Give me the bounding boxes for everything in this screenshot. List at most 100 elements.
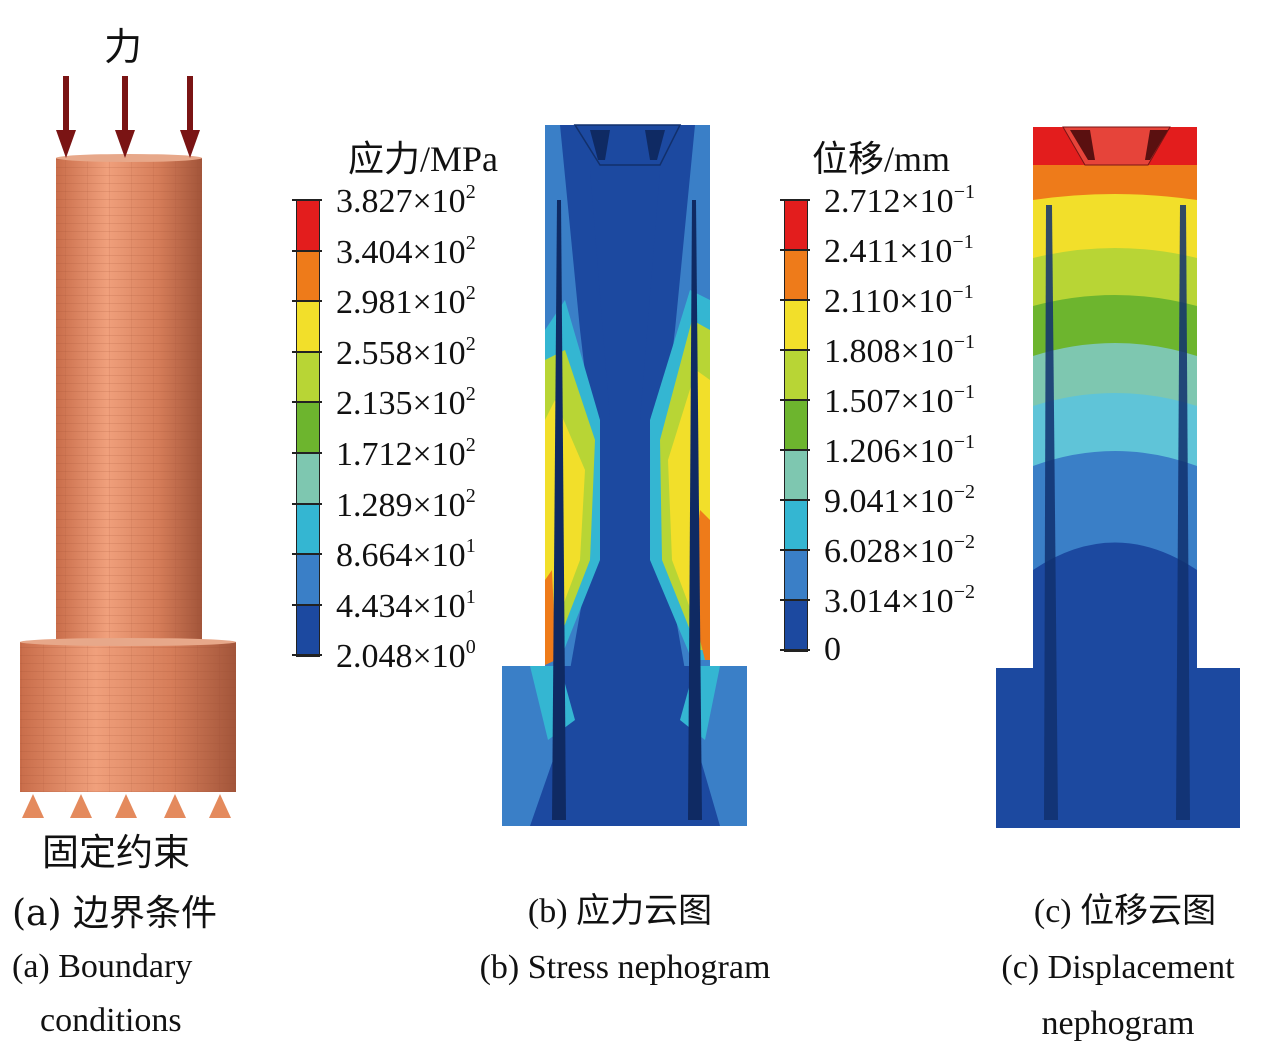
displacement-nephogram [996,126,1240,828]
displacement-legend-tick [780,299,810,301]
caption-b-en: (b) Stress nephogram [479,949,771,986]
displacement-legend-label: 3.014×10−2 [824,581,975,621]
displacement-legend-label-exponent: −1 [952,281,974,303]
displacement-legend-tick [780,549,810,551]
stress-legend-label: 2.981×102 [336,282,476,322]
stress-legend-tick [292,350,322,353]
caption-a-cn: (a) 边界条件 [12,893,217,934]
stress-legend-label-exponent: 1 [465,535,476,558]
stress-legend-label-exponent: 2 [465,383,476,406]
caption-c-cn: (c) 位移云图 [1033,893,1217,930]
stress-legend-label-exponent: 2 [465,332,476,355]
stress-legend-label-mantissa: 3.827×10 [336,183,466,220]
caption-b-cn: (b) 应力云图 [527,893,713,930]
stress-legend-tick [292,654,322,657]
stress-legend-label: 1.712×102 [336,434,476,474]
stress-legend-tick [292,249,322,252]
displacement-legend-label: 6.028×10−2 [824,531,975,571]
displacement-legend-label: 1.507×10−1 [824,381,975,421]
constraint-label: 固定约束 [42,831,190,874]
displacement-legend-label-exponent: −2 [953,481,975,503]
displacement-legend-label-mantissa: 9.041×10 [824,483,954,520]
displacement-legend-tick [780,499,810,501]
stress-legend-label: 3.827×102 [336,181,476,221]
stress-legend-tick [292,401,322,404]
stress-legend-label-exponent: 2 [465,484,476,507]
stress-legend-label-exponent: 0 [465,636,476,659]
displacement-legend-label: 0 [824,631,841,669]
boundary-conditions-model [20,76,236,818]
caption-c-en-2: nephogram [1041,1005,1195,1042]
stress-legend-label-exponent: 2 [465,282,476,305]
stress-legend-tick [292,300,322,303]
displacement-legend-label-mantissa: 1.507×10 [824,383,954,420]
stress-legend-label-mantissa: 2.048×10 [336,638,466,676]
displacement-legend-label-mantissa: 0 [824,631,841,668]
stress-legend-label-mantissa: 1.289×10 [336,486,466,524]
stress-legend-label-mantissa: 2.135×10 [336,385,466,423]
displacement-legend-label: 9.041×10−2 [824,481,975,521]
stress-legend-tick [292,502,322,505]
force-label: 力 [104,25,143,69]
displacement-legend-label: 2.411×10−1 [824,231,974,271]
force-arrows [56,76,200,158]
stress-legend-label: 3.404×102 [336,232,476,272]
displacement-legend-label-exponent: −1 [952,231,974,253]
caption-a-en-1: (a) Boundary [12,948,193,985]
stress-legend-tick [292,452,322,454]
displacement-legend-label-mantissa: 2.712×10 [824,183,954,220]
stress-legend-label-mantissa: 3.404×10 [336,233,466,271]
displacement-legend-tick [780,399,810,401]
stress-legend-label: 1.289×102 [336,485,476,525]
stress-legend-label: 4.434×101 [336,586,476,626]
stress-legend-label-mantissa: 2.558×10 [336,334,466,372]
stress-legend-label-mantissa: 1.712×10 [336,436,466,473]
constraint-triangles [22,794,231,818]
displacement-legend-label-exponent: −1 [953,331,975,353]
stress-legend-label-mantissa: 8.664×10 [336,537,466,575]
displacement-legend-tick [780,199,810,201]
displacement-legend-tick [780,249,810,251]
displacement-legend-label: 2.110×10−1 [824,281,974,321]
stress-legend-label-exponent: 1 [465,585,476,608]
displacement-legend-label-mantissa: 1.808×10 [824,333,954,370]
stress-legend-label-mantissa: 2.981×10 [336,284,466,322]
stress-legend-title: 应力/MPa [348,139,499,179]
stress-legend-label-exponent: 2 [465,231,476,254]
stress-legend-label-mantissa: 4.434×10 [336,587,466,625]
displacement-color-bar [784,200,808,652]
displacement-legend-title: 位移/mm [812,139,951,179]
displacement-legend-label-exponent: −1 [953,181,975,203]
displacement-legend-label: 1.206×10−1 [824,431,975,471]
displacement-legend-label-exponent: −2 [953,531,975,553]
displacement-legend-label-mantissa: 2.110×10 [824,283,953,320]
displacement-legend-label-exponent: −2 [953,581,975,603]
stress-legend-tick [292,603,322,606]
displacement-legend-label: 2.712×10−1 [824,181,975,221]
caption-c-en-1: (c) Displacement [1001,949,1235,986]
displacement-legend: 2.712×10−1 2.411×10−1 2.110×10−1 1.808×10−1… [780,181,1024,668]
displacement-legend-label-exponent: −1 [953,431,975,453]
stress-legend-tick [292,199,322,201]
displacement-legend-tick [780,349,810,351]
stress-legend-label: 2.558×102 [336,333,476,373]
stress-color-bar [296,200,320,657]
stress-nephogram [502,124,747,826]
stress-legend-label: 2.048×100 [336,636,476,676]
stress-legend-label-exponent: 2 [465,434,476,456]
displacement-legend-tick [780,599,810,601]
displacement-legend-tick [780,649,810,651]
displacement-legend-tick [780,449,810,451]
stress-legend-label-exponent: 2 [465,181,476,203]
displacement-legend-label-mantissa: 6.028×10 [824,533,954,570]
stress-legend-label: 8.664×101 [336,535,476,575]
caption-a-en-2: conditions [40,1002,182,1039]
displacement-legend-label: 1.808×10−1 [824,331,975,371]
stress-legend-label: 2.135×102 [336,383,476,423]
displacement-legend-label-exponent: −1 [953,381,975,403]
stress-legend-tick [292,553,322,556]
stress-legend: 3.827×102 3.404×102 2.981×102 2.558×102 2.13… [292,181,536,675]
displacement-legend-label-mantissa: 3.014×10 [824,583,954,620]
displacement-legend-label-mantissa: 2.411×10 [824,233,953,270]
displacement-legend-label-mantissa: 1.206×10 [824,433,954,470]
